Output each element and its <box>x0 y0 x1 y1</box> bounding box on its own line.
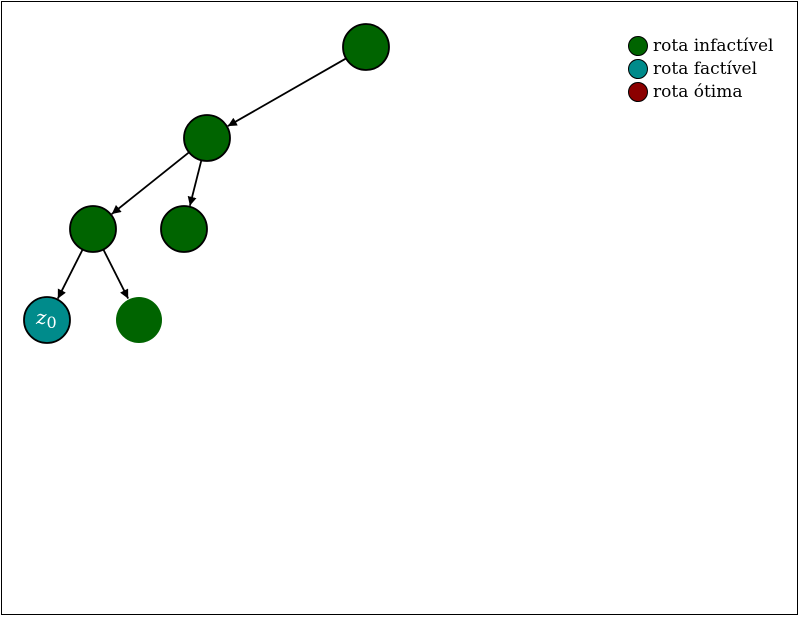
tree-node-n5-infeasible <box>116 297 162 343</box>
legend-label-infeasible: rota infactível <box>653 35 774 56</box>
tree-node-n0-infeasible <box>342 23 390 71</box>
legend-swatch-feasible <box>628 58 648 79</box>
legend-label-optimal: rota ótima <box>653 81 743 102</box>
legend-swatch-optimal <box>628 81 648 102</box>
tree-node-n1-infeasible <box>183 114 231 162</box>
legend-label-feasible: rota factível <box>653 58 758 79</box>
legend-swatch-infeasible <box>628 35 648 56</box>
tree-node-n2-infeasible <box>69 205 117 253</box>
legend-item-feasible: rota factível <box>628 57 773 80</box>
legend-item-optimal: rota ótima <box>628 80 773 103</box>
edge-n2-n4 <box>57 249 84 299</box>
tree-node-n4-feasible <box>23 296 71 344</box>
tree-node-n3-infeasible <box>160 205 208 253</box>
edge-n1-n2 <box>111 151 190 215</box>
edge-n0-n1 <box>227 57 347 127</box>
edge-n1-n3 <box>187 160 203 206</box>
legend-item-infeasible: rota infactível <box>628 34 773 57</box>
legend: rota infactível rota factível rota ótima <box>628 34 773 103</box>
edge-n2-n5 <box>102 249 129 299</box>
